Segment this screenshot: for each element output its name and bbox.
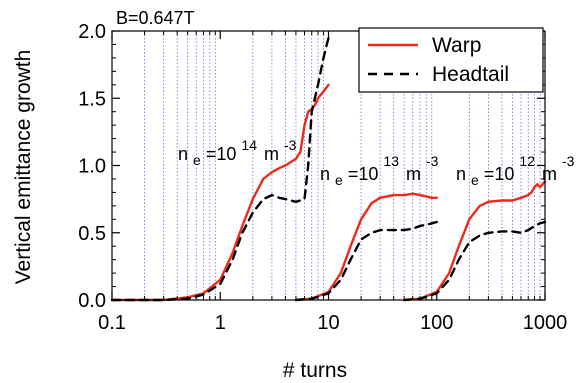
y-tick-label: 0.5 — [78, 223, 106, 245]
density-label-14: n e =10 14 m -3 — [178, 134, 297, 169]
tick-labels: 0.1 1 10 100 1000 0.0 0.5 1.0 1.5 2.0 — [78, 21, 567, 334]
density-subscript: e — [335, 172, 343, 188]
density-unit: m — [406, 164, 421, 184]
svg-text:n e =10 14: n e =10 14 m -3 — [178, 134, 297, 169]
y-tick-label: 0.0 — [78, 290, 106, 312]
density-value: =10 — [484, 164, 515, 184]
density-unit-exponent: -3 — [426, 153, 439, 169]
density-unit-exponent: -3 — [284, 137, 297, 153]
density-label-12: n e =10 12 m -3 — [456, 150, 575, 189]
density-symbol: n — [456, 164, 466, 184]
field-annotation: B=0.647T — [116, 8, 195, 28]
series-headtail-line — [294, 220, 438, 302]
legend-label-warp: Warp — [432, 34, 481, 57]
density-value: =10 — [206, 144, 237, 164]
legend: Warp Headtail — [358, 27, 544, 93]
y-axis-title: Vertical emittance growth — [12, 50, 35, 285]
svg-text:n e =10 12: n e =10 12 m -3 — [456, 150, 575, 189]
y-tick-label: 1.5 — [78, 88, 106, 110]
series-lines — [110, 36, 547, 302]
series-headtail-line — [403, 220, 547, 302]
density-exponent: 12 — [519, 153, 535, 169]
y-tick-label: 1.0 — [78, 156, 106, 178]
x-tick-label: 1 — [215, 312, 226, 334]
y-tick-label: 2.0 — [78, 21, 106, 43]
x-tick-label: 0.1 — [98, 312, 126, 334]
x-tick-label: 1000 — [523, 312, 568, 334]
x-tick-label: 10 — [317, 312, 339, 334]
density-subscript: e — [193, 152, 201, 168]
density-value: =10 — [348, 164, 379, 184]
series-headtail-line — [110, 36, 330, 302]
density-unit-exponent: -3 — [562, 153, 575, 169]
legend-label-headtail: Headtail — [432, 63, 509, 86]
density-label-13: n e =10 13 m -3 — [320, 150, 439, 189]
density-unit: m — [264, 144, 279, 164]
density-exponent: 14 — [241, 137, 257, 153]
density-unit: m — [542, 164, 557, 184]
density-subscript: e — [471, 172, 479, 188]
density-symbol: n — [320, 164, 330, 184]
density-exponent: 13 — [383, 153, 399, 169]
series-warp-line — [403, 180, 547, 302]
legend-box — [358, 27, 544, 93]
svg-text:n e =10 13: n e =10 13 m -3 — [320, 150, 439, 189]
x-tick-label: 100 — [420, 312, 453, 334]
grid-lines — [144, 31, 541, 300]
x-axis-title: # turns — [283, 359, 347, 382]
density-symbol: n — [178, 144, 188, 164]
series-warp-line — [294, 192, 438, 302]
